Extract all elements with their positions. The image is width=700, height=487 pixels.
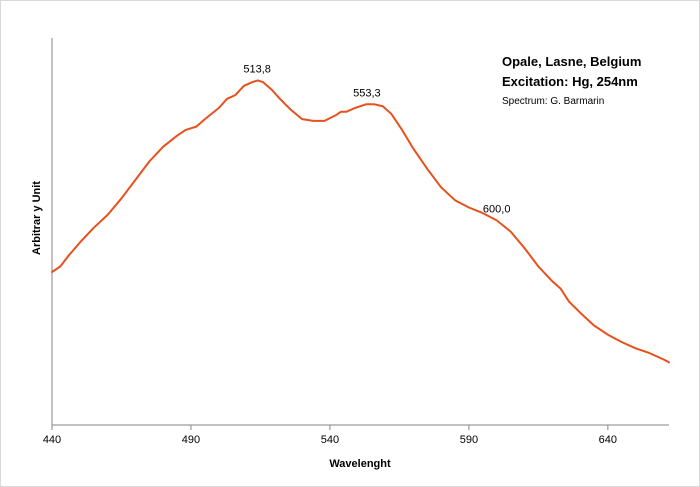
chart-subtitle: Spectrum: G. Barmarin [502,96,604,107]
x-tick-label: 640 [599,434,617,446]
x-ticks: 440 490 540 590 640 [43,425,617,446]
peak-label: 513,8 [243,63,271,75]
y-axis-title: Arbitrar y Unit [31,181,43,255]
peak-label: 600,0 [483,203,511,215]
x-tick-label: 590 [460,434,478,446]
chart-title-line-1: Opale, Lasne, Belgium [502,54,641,69]
x-tick-label: 540 [321,434,339,446]
peak-annotations: 513,8 553,3 600,0 [243,63,510,215]
axes [51,38,669,426]
peak-label: 553,3 [353,87,381,99]
series-line [51,79,670,364]
chart-title-line-2: Excitation: Hg, 254nm [502,74,638,89]
x-axis-title: Wavelenght [329,458,391,470]
x-tick-label: 490 [182,434,200,446]
x-tick-label: 440 [43,434,61,446]
